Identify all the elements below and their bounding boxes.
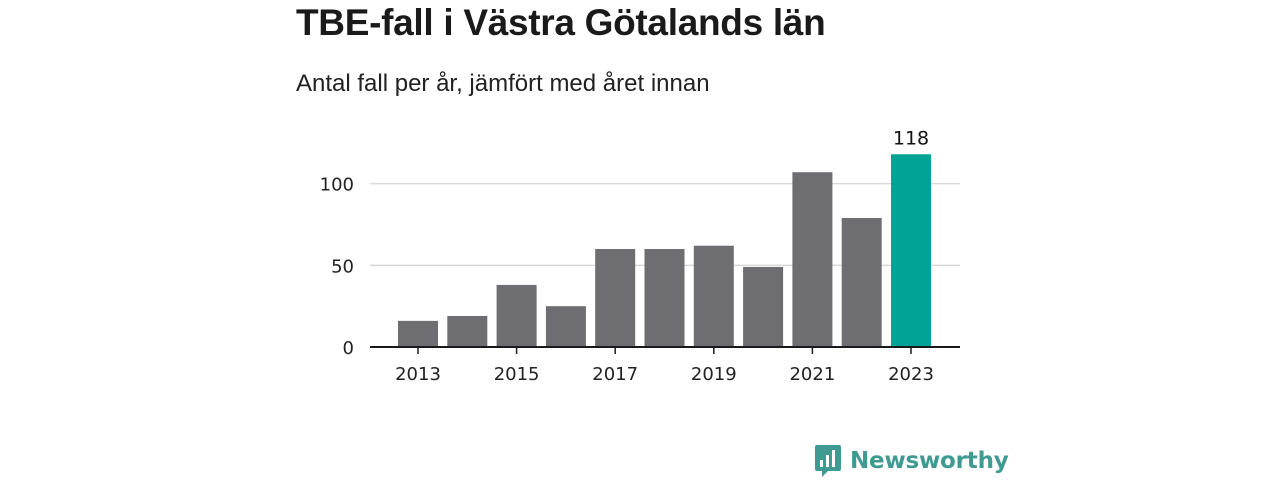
y-tick-label: 50 [331,256,354,277]
x-tick-label: 2019 [691,364,737,385]
bar-2014 [447,315,488,347]
bars [370,154,960,348]
bar-2021 [792,172,833,347]
x-tick-label: 2021 [789,364,835,385]
logo-text: Newsworthy [850,448,1009,474]
x-axis-ticks: 2013 2015 2017 2019 2021 2023 [395,347,934,385]
data-labels: 118 [893,127,929,149]
chart-title: TBE-fall i Västra Götalands län [296,2,826,43]
chart-subtitle: Antal fall per år, jämfört med året inna… [296,70,710,97]
x-tick-label: 2023 [888,364,934,385]
bar-2018 [644,249,685,347]
y-tick-label: 100 [320,175,354,196]
data-label: 118 [893,127,929,149]
bar-2022 [841,217,882,347]
y-axis-ticks: 0 50 100 [320,175,354,359]
bar-2020 [743,266,784,347]
bar-2016 [545,306,586,347]
newsworthy-logo: Newsworthy [814,444,1009,478]
x-tick-label: 2013 [395,364,441,385]
bar-2015 [496,284,537,347]
x-tick-label: 2015 [494,364,540,385]
y-tick-label: 0 [343,338,354,359]
bar-chart-speech-bubble-icon [815,445,841,477]
bar-2023 [891,154,931,347]
bar-2019 [693,245,734,347]
bar-2013 [398,320,438,347]
bar-2017 [595,249,636,347]
x-tick-label: 2017 [592,364,638,385]
